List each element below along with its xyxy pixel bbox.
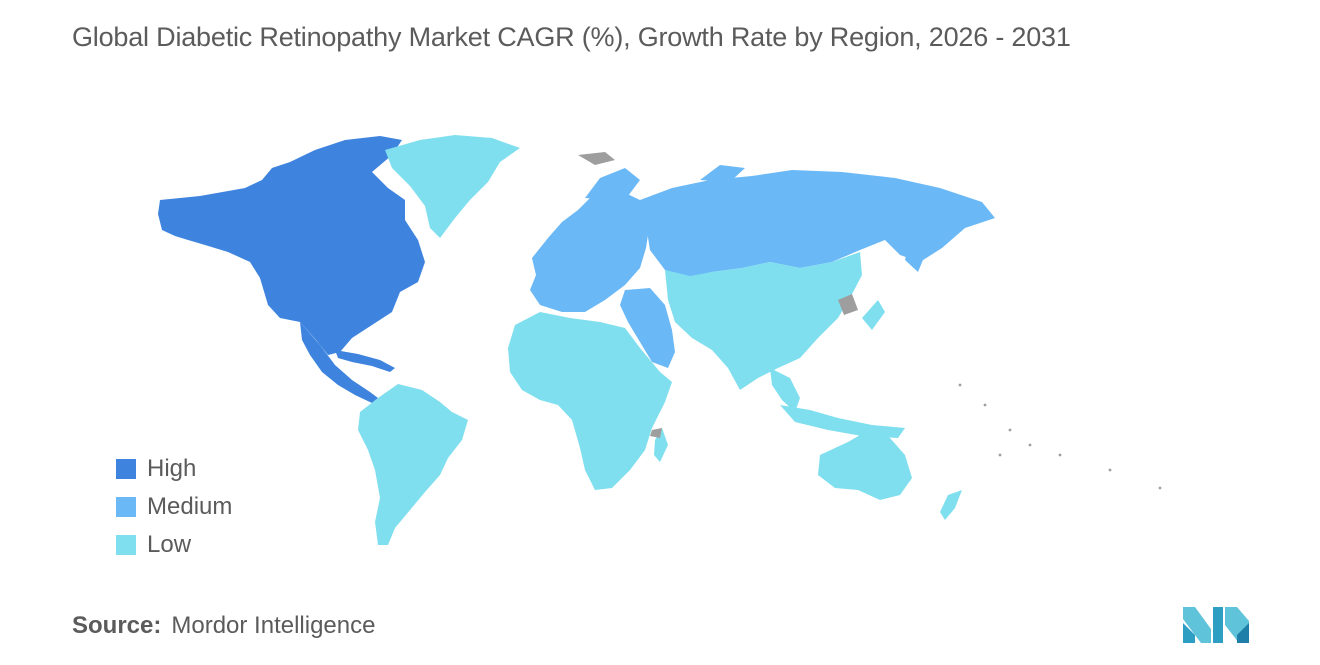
pacific-islands <box>958 383 1162 490</box>
legend-swatch-medium <box>116 497 136 517</box>
source-note: Source: Mordor Intelligence <box>72 612 375 640</box>
legend-label: Low <box>147 531 192 558</box>
legend-label: Medium <box>147 493 233 520</box>
region-no-data <box>578 152 858 438</box>
region-australia <box>818 428 962 520</box>
legend-label: High <box>147 455 197 482</box>
legend: High Medium Low <box>116 450 232 564</box>
legend-swatch-low <box>116 535 136 555</box>
legend-item-low: Low <box>116 526 232 564</box>
region-europe <box>530 168 650 312</box>
region-north-america <box>158 136 425 403</box>
region-greenland <box>385 135 520 238</box>
region-south-america <box>358 384 468 545</box>
legend-item-high: High <box>116 450 232 488</box>
mordor-intelligence-logo-icon <box>1183 605 1249 650</box>
legend-item-medium: Medium <box>116 488 232 526</box>
legend-swatch-high <box>116 459 136 479</box>
region-middle-east <box>620 288 675 368</box>
source-label: Source: <box>72 612 162 639</box>
region-asia <box>665 252 905 438</box>
page-title: Global Diabetic Retinopathy Market CAGR … <box>72 22 1071 52</box>
region-russia <box>640 165 995 278</box>
source-value: Mordor Intelligence <box>171 612 376 639</box>
